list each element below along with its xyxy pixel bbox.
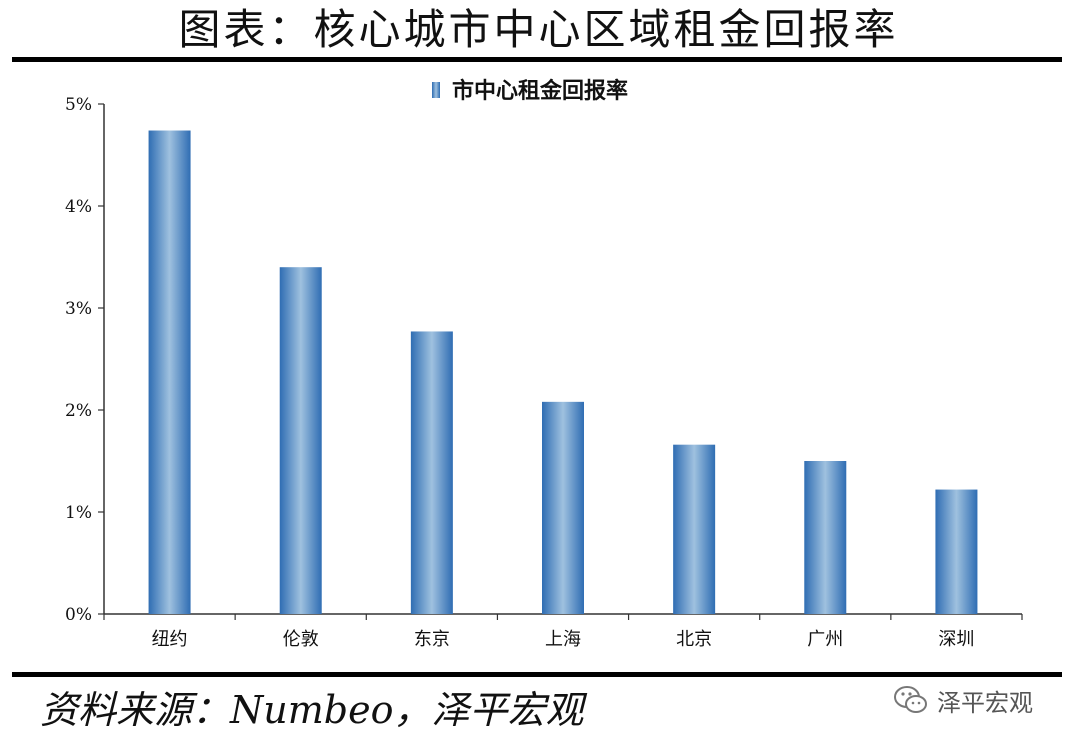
bottom-rule xyxy=(12,672,1062,677)
legend: 市中心租金回报率 xyxy=(432,78,628,104)
x-category-label: 东京 xyxy=(414,629,450,650)
bar xyxy=(279,267,322,614)
axes: 0% 1% 2% 3% 4% 5% xyxy=(65,95,1023,625)
bar xyxy=(542,401,584,614)
watermark-text: 泽平宏观 xyxy=(937,688,1033,717)
legend-swatch xyxy=(432,82,440,98)
watermark: 泽平宏观 xyxy=(893,680,1033,720)
x-category-label: 纽约 xyxy=(152,629,188,650)
bar xyxy=(148,130,191,614)
y-tick-label: 4% xyxy=(65,197,92,217)
wechat-icon xyxy=(894,686,927,713)
bar xyxy=(804,461,847,614)
bar-chart: 市中心租金回报率 0% 1% 2% 3% 4% 5% 纽约 伦敦 东京 上海 北京 广州 深圳 xyxy=(65,78,1023,650)
y-tick-label: 1% xyxy=(65,503,92,523)
y-tick-label: 2% xyxy=(65,401,92,421)
y-tick-label: 0% xyxy=(65,605,92,625)
bar xyxy=(673,444,716,614)
x-category-label: 伦敦 xyxy=(283,629,319,650)
x-category-label: 广州 xyxy=(807,629,843,650)
x-category-label: 上海 xyxy=(545,629,581,650)
legend-label: 市中心租金回报率 xyxy=(452,78,628,104)
chart-title: 图表：核心城市中心区域租金回报率 xyxy=(178,5,899,54)
y-tick-label: 3% xyxy=(65,299,92,319)
x-category-label: 北京 xyxy=(676,629,712,650)
top-rule xyxy=(12,57,1062,62)
bar xyxy=(410,331,453,614)
bars: 纽约 伦敦 东京 上海 北京 广州 深圳 xyxy=(148,130,978,650)
bar xyxy=(935,489,978,614)
y-tick-label: 5% xyxy=(65,95,92,115)
source-note: 资料来源：Numbeo，泽平宏观 xyxy=(40,688,584,732)
x-category-label: 深圳 xyxy=(938,629,974,650)
chart-area: 市中心租金回报率 0% 1% 2% 3% 4% 5% 纽约 伦敦 东京 上海 北京 广州 深圳 xyxy=(0,62,1077,672)
